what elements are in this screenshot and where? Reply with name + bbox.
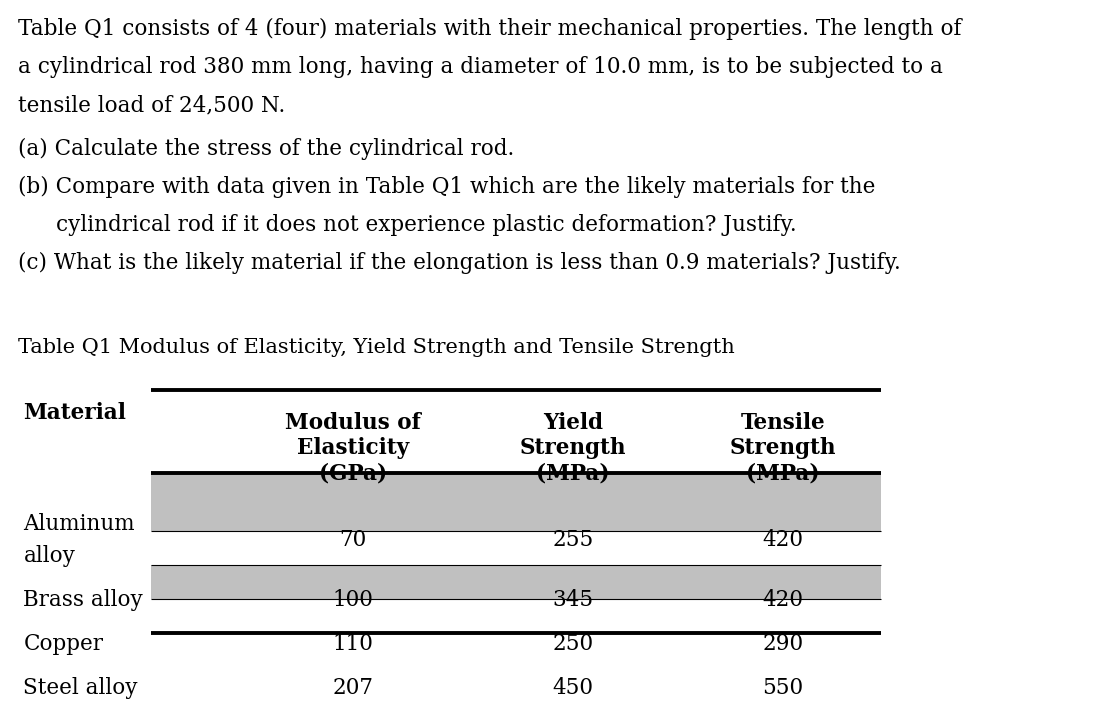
Text: Table Q1 consists of 4 (four) materials with their mechanical properties. The le: Table Q1 consists of 4 (four) materials …: [18, 18, 961, 40]
Text: 250: 250: [553, 633, 593, 655]
Text: Table Q1 Modulus of Elasticity, Yield Strength and Tensile Strength: Table Q1 Modulus of Elasticity, Yield St…: [18, 338, 735, 357]
Text: 290: 290: [762, 633, 804, 655]
Text: a cylindrical rod 380 mm long, having a diameter of 10.0 mm, is to be subjected : a cylindrical rod 380 mm long, having a …: [18, 56, 943, 78]
Text: 255: 255: [552, 529, 593, 551]
Text: 420: 420: [762, 529, 804, 551]
Text: Modulus of
Elasticity
(GPa): Modulus of Elasticity (GPa): [285, 412, 420, 485]
Text: tensile load of 24,500 N.: tensile load of 24,500 N.: [18, 94, 286, 116]
Text: cylindrical rod if it does not experience plastic deformation? Justify.: cylindrical rod if it does not experienc…: [56, 214, 797, 236]
Text: 450: 450: [553, 677, 593, 699]
Text: 110: 110: [333, 633, 373, 655]
Text: 420: 420: [762, 589, 804, 611]
Text: Copper: Copper: [23, 633, 103, 655]
Text: Steel alloy: Steel alloy: [23, 677, 138, 699]
Text: (b) Compare with data given in Table Q1 which are the likely materials for the: (b) Compare with data given in Table Q1 …: [18, 176, 875, 198]
Text: Material: Material: [23, 402, 126, 424]
Bar: [151, 565, 880, 599]
Text: (a) Calculate the stress of the cylindrical rod.: (a) Calculate the stress of the cylindri…: [18, 138, 515, 160]
Bar: [151, 473, 880, 531]
Text: 345: 345: [553, 589, 593, 611]
Text: 207: 207: [333, 677, 373, 699]
Text: alloy: alloy: [23, 545, 76, 567]
Text: Brass alloy: Brass alloy: [23, 589, 143, 611]
Text: (c) What is the likely material if the elongation is less than 0.9 materials? Ju: (c) What is the likely material if the e…: [18, 252, 901, 274]
Text: Aluminum: Aluminum: [23, 513, 135, 535]
Text: Yield
Strength
(MPa): Yield Strength (MPa): [520, 412, 626, 485]
Text: 100: 100: [333, 589, 373, 611]
Text: Tensile
Strength
(MPa): Tensile Strength (MPa): [729, 412, 837, 485]
Text: 70: 70: [339, 529, 367, 551]
Text: 550: 550: [762, 677, 804, 699]
